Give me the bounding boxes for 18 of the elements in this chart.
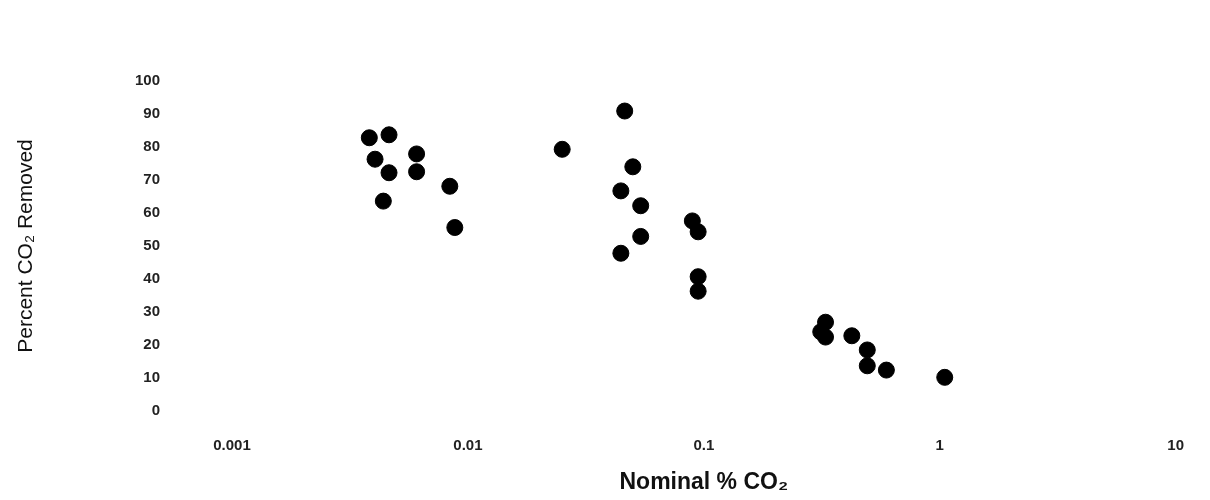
x-axis-title: Nominal % CO₂: [619, 467, 789, 494]
x-tick-label: 0.1: [693, 436, 715, 454]
x-tick-label: 0.001: [213, 436, 251, 454]
y-tick-label: 10: [143, 368, 160, 386]
y-tick-label: 40: [143, 269, 160, 287]
y-tick-label: 70: [143, 170, 160, 188]
x-tick-label: 0.01: [453, 436, 483, 454]
y-tick-label: 90: [143, 104, 160, 122]
y-tick-label: 20: [143, 335, 160, 353]
y-tick-label: 80: [143, 137, 160, 155]
y-tick-label: 0: [151, 401, 160, 419]
y-tick-label: 30: [143, 302, 160, 320]
y-tick-label: 100: [134, 71, 160, 89]
x-tick-label: 10: [1167, 436, 1184, 454]
x-tick-label: 1: [935, 436, 944, 454]
y-tick-label: 60: [143, 203, 160, 221]
y-tick-label: 50: [143, 236, 160, 254]
y-axis-title: Percent CO₂ Removed: [13, 139, 37, 353]
